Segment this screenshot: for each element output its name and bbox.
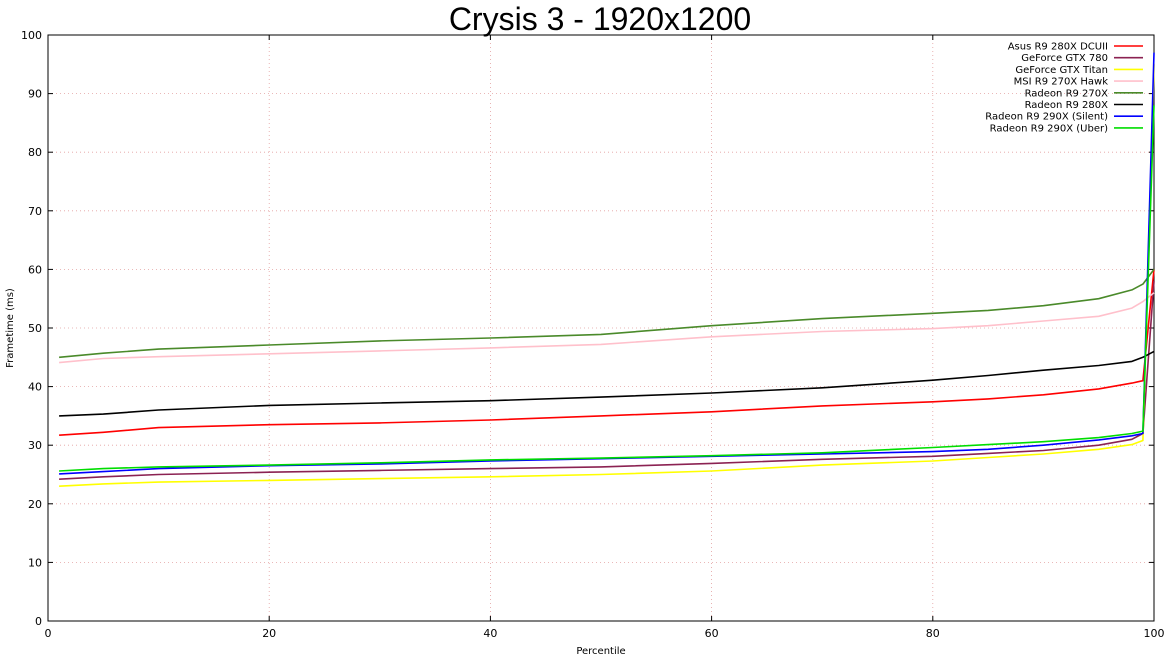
x-tick-label: 20 — [262, 627, 276, 640]
y-tick-label: 20 — [28, 498, 42, 511]
legend-label: MSI R9 270X Hawk — [1014, 77, 1109, 88]
legend-label: Radeon R9 290X (Uber) — [990, 123, 1108, 134]
y-tick-label: 90 — [28, 88, 42, 101]
y-tick-label: 60 — [28, 263, 42, 276]
y-axis-label: Frametime (ms) — [5, 288, 16, 368]
y-tick-label: 10 — [28, 556, 42, 569]
legend-label: Radeon R9 270X — [1025, 88, 1109, 99]
y-tick-label: 40 — [28, 381, 42, 394]
legend-label: GeForce GTX Titan — [1015, 65, 1108, 76]
series-line-asus-r9-280x-dcuii — [59, 269, 1155, 436]
axis-ticks: 0 10 20 30 40 50 60 70 80 90 100 0 20 40 60 80 100 — [21, 29, 1165, 640]
legend-label: GeForce GTX 780 — [1021, 53, 1108, 64]
series-line-geforce-gtx-titan — [59, 64, 1155, 487]
y-tick-label: 50 — [28, 322, 42, 335]
y-tick-label: 100 — [21, 29, 42, 42]
legend-label: Asus R9 280X DCUII — [1008, 42, 1108, 53]
series-line-radeon-r9-280x — [59, 350, 1155, 417]
series-line-radeon-r9-270x — [59, 268, 1155, 359]
x-tick-label: 40 — [483, 627, 497, 640]
y-tick-label: 30 — [28, 439, 42, 452]
chart-title: Crysis 3 - 1920x1200 — [449, 1, 751, 37]
series-line-radeon-r9-290x-uber — [59, 105, 1155, 472]
series-lines — [59, 52, 1155, 487]
legend-label: Radeon R9 290X (Silent) — [985, 112, 1108, 123]
y-tick-label: 80 — [28, 146, 42, 159]
series-line-geforce-gtx-780 — [59, 281, 1155, 480]
series-line-radeon-r9-290x-silent — [59, 52, 1155, 475]
x-axis-label: Percentile — [576, 646, 625, 657]
x-tick-label: 80 — [926, 627, 940, 640]
y-tick-label: 70 — [28, 205, 42, 218]
grid-lines — [48, 35, 1154, 621]
x-tick-label: 100 — [1144, 627, 1165, 640]
series-line-msi-r9-270x-hawk — [59, 292, 1155, 364]
legend-label: Radeon R9 280X — [1025, 100, 1109, 111]
x-tick-label: 60 — [705, 627, 719, 640]
y-tick-label: 0 — [35, 615, 42, 628]
x-tick-label: 0 — [45, 627, 52, 640]
